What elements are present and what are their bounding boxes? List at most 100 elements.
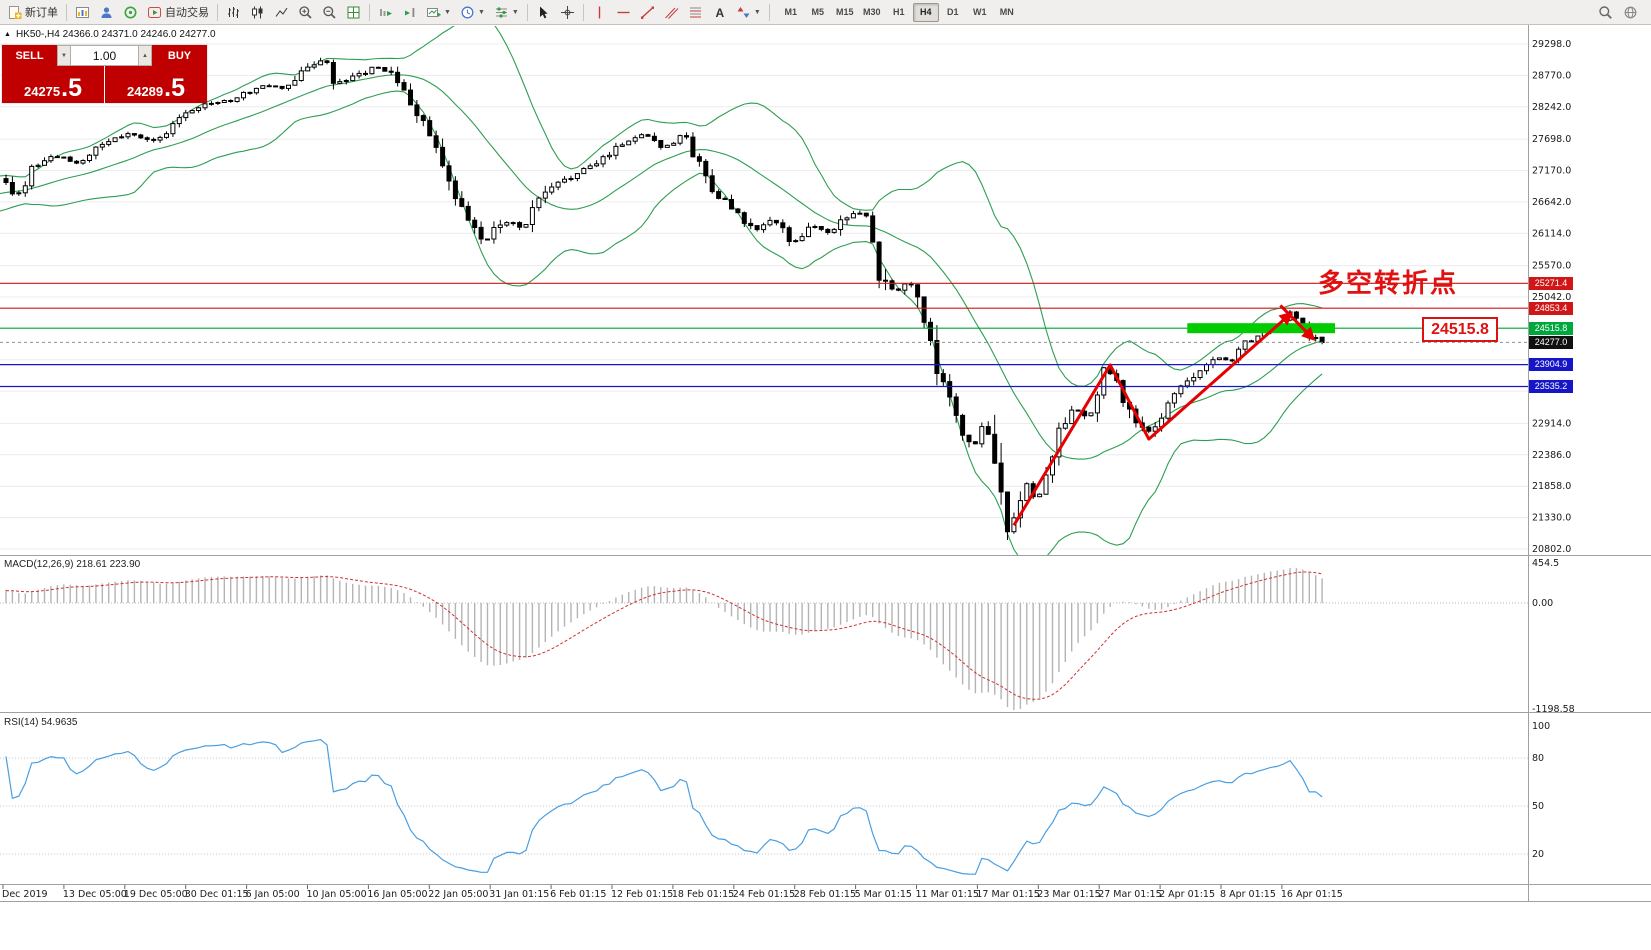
svg-text:2 Apr 01:15: 2 Apr 01:15: [1159, 889, 1215, 900]
timeframe-button-w1[interactable]: W1: [973, 7, 987, 17]
zoom-in-icon: [299, 5, 312, 19]
timeframe-group: M1 M5 M15 M30 H1 H4 D1 W1 MN: [778, 2, 1020, 22]
auto-trading-button[interactable]: 自动交易: [143, 2, 213, 23]
svg-text:20: 20: [1532, 849, 1544, 860]
auto-scroll-icon: [380, 8, 392, 16]
svg-text:19 Dec 05:00: 19 Dec 05:00: [124, 889, 188, 900]
sell-button[interactable]: SELL: [2, 45, 57, 66]
svg-text:20802.0: 20802.0: [1532, 544, 1571, 555]
price-axis-layer[interactable]: 29298.0 28770.0 28242.0 27698.0 27170.0 26642…: [1532, 39, 1575, 860]
dropdown-caret-icon: ▼: [444, 8, 451, 16]
timeframe-button-m30[interactable]: M30: [862, 7, 881, 17]
chart-ohlc-header: ▲ HK50-,H4 24366.0 24371.0 24246.0 24277…: [4, 29, 216, 40]
svg-text:8 Apr 01:15: 8 Apr 01:15: [1220, 889, 1276, 900]
indicators-icon: [495, 6, 507, 18]
bar-chart-mode-button[interactable]: [222, 2, 245, 23]
community-button[interactable]: [119, 2, 142, 23]
channel-tool-button[interactable]: [660, 2, 683, 23]
svg-text:27698.0: 27698.0: [1532, 134, 1571, 145]
trend-arrows-layer[interactable]: [1012, 304, 1316, 527]
svg-text:18 Feb 01:15: 18 Feb 01:15: [672, 889, 734, 900]
svg-text:6 Feb 01:15: 6 Feb 01:15: [550, 889, 606, 900]
market-watch-button[interactable]: [71, 2, 94, 23]
buy-price-button[interactable]: 24289.5: [105, 66, 207, 103]
timeframe-button-d1[interactable]: D1: [946, 7, 959, 17]
timeframe-button-h4[interactable]: H4: [912, 2, 939, 22]
sell-price-button[interactable]: 24275.5: [2, 66, 104, 103]
chart-ohlc-text: HK50-,H4 24366.0 24371.0 24246.0 24277.0: [15, 29, 216, 40]
tile-windows-icon: [347, 6, 360, 18]
indicators-dropdown[interactable]: ▼: [490, 2, 523, 23]
chart-shift-button[interactable]: [398, 2, 421, 23]
new-order-icon: [9, 5, 22, 19]
sell-price-main: 24275: [23, 83, 61, 99]
timeframe-button-m1[interactable]: M1: [784, 7, 797, 17]
search-icon: [1599, 5, 1612, 19]
tile-windows-button[interactable]: [342, 2, 365, 23]
svg-text:26114.0: 26114.0: [1532, 228, 1571, 239]
horizontal-line-tool-button[interactable]: [612, 2, 635, 23]
svg-text:16 Jan 05:00: 16 Jan 05:00: [367, 889, 427, 900]
separator: [582, 3, 584, 21]
turning-point-annotation[interactable]: 多空转折点: [1318, 268, 1459, 298]
text-tool-button[interactable]: A: [708, 2, 731, 23]
fibonacci-icon: [689, 7, 701, 17]
svg-text:A: A: [715, 6, 724, 20]
crosshair-icon: [560, 5, 574, 19]
candlestick-mode-button[interactable]: [246, 2, 269, 23]
volume-increase-button[interactable]: ▲: [138, 45, 152, 66]
trendline-icon: [640, 6, 654, 19]
rsi-title: RSI(14) 54.9635: [4, 717, 78, 728]
price-callout-label[interactable]: 24515.8: [1422, 317, 1498, 342]
timeframe-button-mn[interactable]: MN: [999, 7, 1014, 17]
cursor-tool-button[interactable]: [532, 2, 555, 23]
bar-chart-icon: [228, 6, 239, 18]
separator: [369, 3, 370, 21]
auto-scroll-button[interactable]: [374, 2, 397, 23]
volume-input[interactable]: [71, 45, 138, 66]
candlestick-icon: [252, 6, 263, 18]
svg-text:22386.0: 22386.0: [1532, 450, 1571, 461]
trendline-tool-button[interactable]: [636, 2, 659, 23]
fibonacci-tool-button[interactable]: [684, 2, 707, 23]
search-button[interactable]: [1594, 2, 1617, 23]
candles-layer: [3, 57, 1325, 540]
macd-title: MACD(12,26,9) 218.61 223.90: [4, 559, 141, 570]
timeframe-button-m15[interactable]: M15: [835, 7, 854, 17]
new-chart-dropdown[interactable]: ▼: [422, 2, 455, 23]
arrows-tool-dropdown[interactable]: ▼: [732, 2, 765, 23]
one-click-trading-panel: SELL ▼ ▲ BUY 24275.5 24289.5: [2, 45, 207, 103]
svg-text:31 Jan 01:15: 31 Jan 01:15: [489, 889, 549, 900]
horizontal-line-icon: [617, 11, 630, 13]
zoom-in-button[interactable]: [294, 2, 317, 23]
cursor-icon: [539, 6, 548, 18]
buy-price-pip: .5: [164, 73, 185, 102]
svg-text:22 Jan 05:00: 22 Jan 05:00: [428, 889, 488, 900]
svg-text:454.5: 454.5: [1532, 558, 1559, 569]
clock-icon: [461, 6, 474, 18]
timeframe-button-h1[interactable]: H1: [892, 7, 905, 17]
svg-text:17 Mar 01:15: 17 Mar 01:15: [976, 889, 1039, 900]
crosshair-tool-button[interactable]: [556, 2, 579, 23]
buy-button[interactable]: BUY: [152, 45, 207, 66]
zone-rect-layer[interactable]: [1187, 323, 1335, 334]
svg-text:27 Mar 01:15: 27 Mar 01:15: [1098, 889, 1161, 900]
volume-decrease-button[interactable]: ▼: [57, 45, 71, 66]
level-lines-layer[interactable]: [0, 282, 1528, 388]
timeframe-button-m5[interactable]: M5: [811, 7, 824, 17]
period-dropdown[interactable]: ▼: [456, 2, 489, 23]
new-order-button[interactable]: 新订单: [3, 2, 62, 23]
mql5-community-button[interactable]: [1619, 2, 1642, 23]
separator: [768, 3, 770, 21]
vertical-line-tool-button[interactable]: [588, 2, 611, 23]
collapse-icon[interactable]: ▲: [4, 31, 11, 38]
zoom-out-button[interactable]: [318, 2, 341, 23]
arrows-icon: [737, 6, 750, 18]
line-chart-mode-button[interactable]: [270, 2, 293, 23]
profile-icon: [101, 6, 112, 18]
grid-layer: [0, 43, 1528, 550]
profiles-button[interactable]: [95, 2, 118, 23]
dropdown-caret-icon: ▼: [477, 8, 485, 16]
